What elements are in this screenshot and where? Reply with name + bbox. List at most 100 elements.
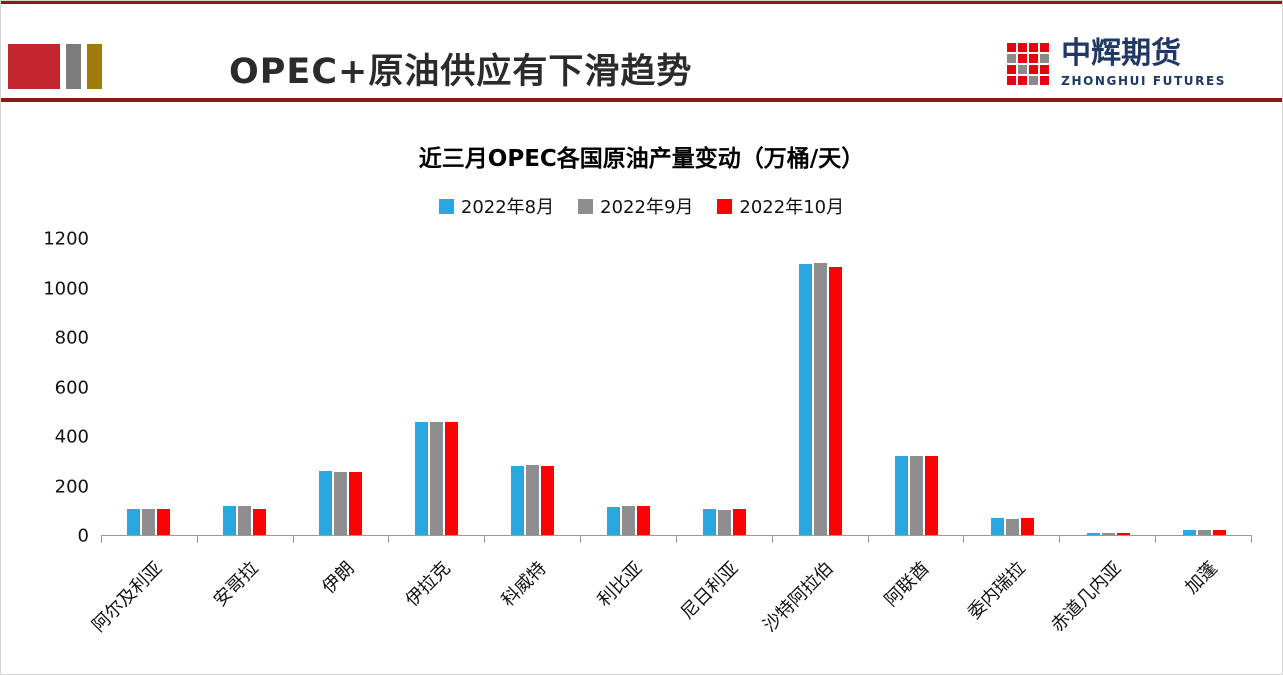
- bar: [319, 471, 333, 535]
- legend-label: 2022年8月: [460, 197, 555, 218]
- chart-title: 近三月OPEC各国原油产量变动（万桶/天）: [418, 146, 865, 172]
- category-cell: 阿尔及利亚: [88, 543, 197, 661]
- category-label: 伊拉克: [401, 557, 455, 611]
- category-cell: 伊拉克: [389, 543, 485, 661]
- bar-group: [677, 239, 773, 535]
- bar-group: [293, 239, 389, 535]
- bar: [238, 506, 252, 535]
- category-label: 加蓬: [1181, 557, 1222, 599]
- bar: [732, 508, 746, 535]
- bar: [511, 465, 525, 535]
- category-label: 尼日利亚: [676, 557, 743, 624]
- x-tick: [485, 536, 582, 543]
- bar: [622, 506, 636, 535]
- category-cell: 伊朗: [293, 543, 389, 661]
- x-tick: [294, 536, 390, 543]
- logo-name: 中辉期货: [1061, 36, 1182, 71]
- category-label: 阿联酋: [880, 557, 935, 611]
- category-cell: 沙特阿拉伯: [760, 543, 868, 661]
- category-cell: 尼日利亚: [676, 543, 773, 661]
- bar: [1086, 532, 1100, 535]
- bar: [127, 508, 141, 535]
- logo-grid-icon: [1007, 42, 1050, 85]
- bar: [1020, 518, 1034, 535]
- bar: [702, 509, 716, 535]
- bar: [894, 455, 908, 535]
- bar: [415, 422, 429, 535]
- bar-group: [868, 239, 964, 535]
- x-tick: [1156, 536, 1252, 543]
- y-tick-label: 1200: [43, 228, 89, 250]
- category-cell: 安哥拉: [197, 543, 293, 661]
- bar-group: [101, 239, 197, 535]
- bar-chart: 近三月OPEC各国原油产量变动（万桶/天） 2022年8月 2022年9月 2022…: [31, 113, 1252, 661]
- legend-item: 2022年9月: [578, 193, 693, 219]
- bar: [990, 518, 1004, 535]
- legend-label: 2022年10月: [739, 197, 845, 218]
- x-tick: [964, 536, 1061, 543]
- deco-gold-block: [87, 44, 102, 89]
- bar-group: [772, 239, 868, 535]
- header-rule: [1, 98, 1282, 102]
- bar: [924, 455, 938, 535]
- chart-legend: 2022年8月 2022年9月 2022年10月: [31, 193, 1252, 219]
- x-tick: [198, 536, 294, 543]
- bar: [607, 506, 621, 535]
- bar: [909, 455, 923, 535]
- bar: [526, 464, 540, 535]
- category-label: 委内瑞拉: [964, 557, 1030, 624]
- legend-swatch-icon: [438, 198, 454, 214]
- legend-item: 2022年10月: [717, 193, 844, 219]
- x-tick: [389, 536, 486, 543]
- category-cell: 利比亚: [581, 543, 677, 661]
- legend-item: 2022年8月: [438, 193, 555, 219]
- x-axis-labels: 阿尔及利亚 安哥拉 伊朗 伊拉克 科威特 利比亚 尼日利亚 沙特阿拉伯 阿联酋 委内瑞拉 赤道几内亚…: [88, 543, 1252, 661]
- x-tick: [773, 536, 869, 543]
- deco-red-block: [8, 44, 60, 89]
- bar: [717, 509, 731, 535]
- bar-groups: [101, 239, 1252, 536]
- bar: [445, 421, 459, 535]
- legend-swatch-icon: [578, 198, 594, 214]
- bar: [142, 508, 156, 535]
- plot-area: 0 200 400 600 800 1000 1200 阿尔及利亚 安哥拉 伊朗 伊拉克 科威特 利比…: [31, 229, 1252, 661]
- category-label: 阿尔及利亚: [88, 557, 167, 637]
- bar: [157, 509, 171, 535]
- category-cell: 赤道几内亚: [1047, 543, 1156, 661]
- page-title: OPEC+原油供应有下滑趋势: [229, 52, 693, 92]
- category-cell: 委内瑞拉: [964, 543, 1060, 661]
- bar: [349, 471, 363, 535]
- legend-swatch-icon: [717, 198, 733, 214]
- bar: [1116, 532, 1130, 535]
- legend-label: 2022年9月: [600, 197, 694, 218]
- x-axis-ticks: [101, 536, 1252, 543]
- x-tick: [869, 536, 965, 543]
- deco-gray-block: [66, 44, 81, 89]
- company-logo: 中辉期货 ZHONGHUI FUTURES: [1007, 39, 1226, 88]
- bar: [828, 266, 842, 535]
- bar: [813, 262, 827, 535]
- y-tick-label: 800: [54, 327, 89, 349]
- bar: [1005, 518, 1019, 535]
- bar: [223, 506, 237, 535]
- bar: [1101, 533, 1115, 535]
- bar: [1212, 529, 1226, 535]
- bar-group: [485, 239, 581, 535]
- category-cell: 科威特: [485, 543, 581, 661]
- bar-group: [581, 239, 677, 535]
- bar-group: [1060, 239, 1156, 535]
- y-axis: 0 200 400 600 800 1000 1200: [43, 229, 101, 547]
- bar: [798, 264, 812, 535]
- x-tick: [581, 536, 677, 543]
- header: OPEC+原油供应有下滑趋势 中辉期货 ZHONGHUI FUTURES: [1, 1, 1282, 102]
- y-tick-label: 0: [77, 525, 89, 547]
- y-tick-label: 200: [54, 476, 89, 497]
- y-tick-label: 1000: [43, 278, 89, 299]
- bar: [253, 508, 267, 535]
- plot-body: 阿尔及利亚 安哥拉 伊朗 伊拉克 科威特 利比亚 尼日利亚 沙特阿拉伯 阿联酋 委内瑞拉 赤道几内亚…: [88, 239, 1252, 661]
- category-label: 伊朗: [318, 557, 359, 599]
- bar-group: [964, 239, 1060, 535]
- top-rule: [1, 1, 1282, 4]
- bar-group: [389, 239, 485, 535]
